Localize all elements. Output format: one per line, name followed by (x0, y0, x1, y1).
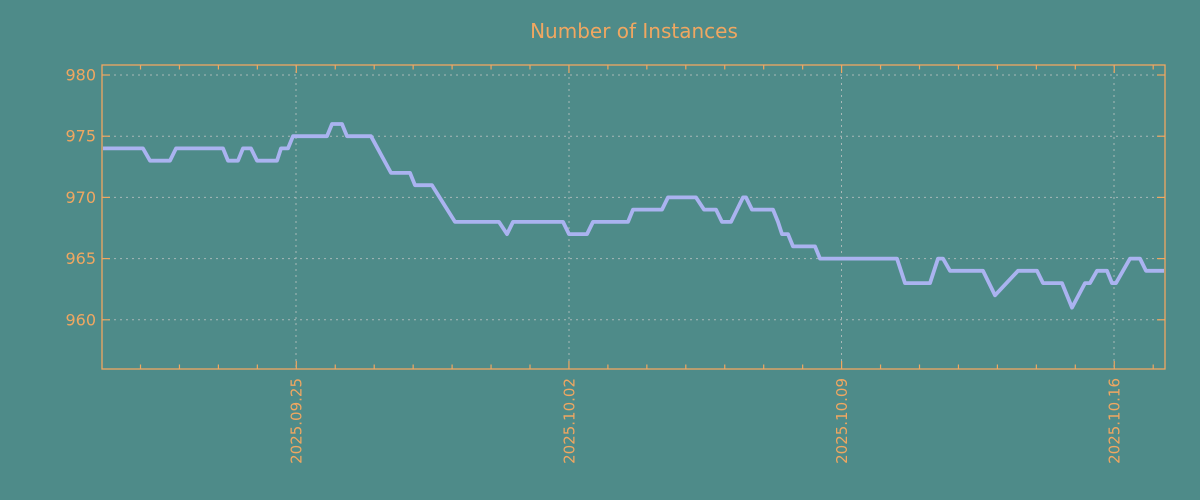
plot-border (101, 64, 1166, 370)
y-tick-label: 960 (65, 310, 96, 329)
y-tick-label: 970 (65, 188, 96, 207)
y-tick-label: 965 (65, 249, 96, 268)
x-tick-labels: 2025.09.25 2025.10.02 2025.10.09 2025.10.16 (288, 378, 1124, 464)
x-gridlines (295, 65, 1115, 369)
series-line (103, 122, 1164, 310)
y-tick-label: 980 (65, 66, 96, 85)
axis-ticks (102, 65, 1165, 369)
x-tick-label: 2025.10.16 (1106, 378, 1124, 464)
y-tick-label: 975 (65, 127, 96, 146)
y-tick-labels: 960 965 970 975 980 (65, 66, 96, 330)
x-tick-label: 2025.10.09 (833, 378, 851, 464)
chart-title: Number of Instances (530, 19, 738, 43)
x-tick-label: 2025.09.25 (288, 378, 306, 464)
x-tick-label: 2025.10.02 (561, 378, 579, 464)
